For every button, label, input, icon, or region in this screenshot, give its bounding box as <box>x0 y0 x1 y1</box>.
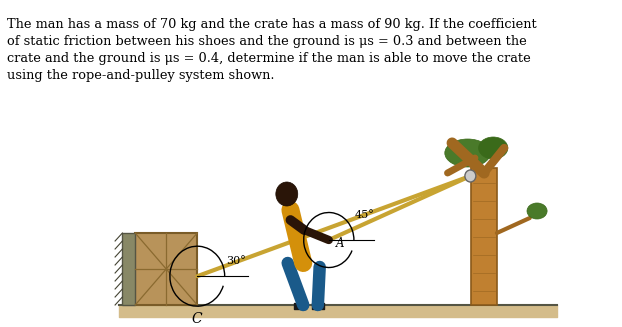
Bar <box>123 233 135 305</box>
Circle shape <box>465 170 476 182</box>
Text: of static friction between his shoes and the ground is μs = 0.3 and between the: of static friction between his shoes and… <box>7 35 527 48</box>
Ellipse shape <box>478 137 508 159</box>
Text: using the rope-and-pulley system shown.: using the rope-and-pulley system shown. <box>7 69 275 82</box>
Circle shape <box>276 182 298 206</box>
Bar <box>471 168 497 305</box>
Text: C: C <box>191 312 202 326</box>
Bar <box>135 233 197 305</box>
Text: crate and the ground is μs = 0.4, determine if the man is able to move the crate: crate and the ground is μs = 0.4, determ… <box>7 52 531 65</box>
Text: The man has a mass of 70 kg and the crate has a mass of 90 kg. If the coefficien: The man has a mass of 70 kg and the crat… <box>7 18 537 31</box>
Ellipse shape <box>527 203 547 219</box>
Text: 30°: 30° <box>226 256 246 266</box>
Text: 45°: 45° <box>355 210 374 220</box>
Ellipse shape <box>445 139 491 167</box>
Text: A: A <box>336 237 345 250</box>
